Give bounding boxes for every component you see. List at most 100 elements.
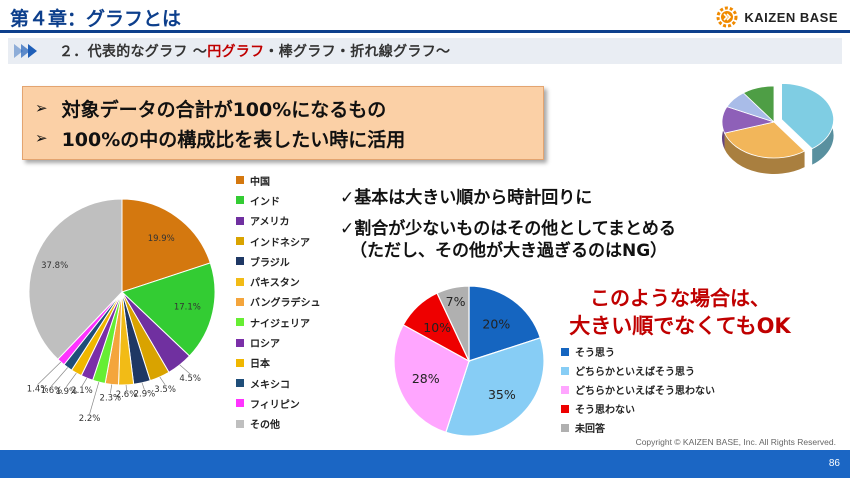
legend-swatch <box>236 237 244 246</box>
legend-label: パキスタン <box>250 278 300 290</box>
pie-data-label: 17.1% <box>174 303 201 313</box>
pie-data-label: 4.5% <box>179 374 201 384</box>
pie-data-label: 10% <box>423 320 451 335</box>
legend-swatch <box>236 419 244 428</box>
legend-item: どちらかといえばそう思う <box>561 361 715 380</box>
legend-label: アメリカ <box>250 217 290 229</box>
bullet-arrow-icon: ➢ <box>35 99 48 117</box>
legend-swatch <box>561 385 569 394</box>
legend-swatch <box>236 176 244 185</box>
leader-line <box>89 381 100 415</box>
legend-label: フィリピン <box>250 399 300 411</box>
legend-item: ナイジェリア <box>236 312 321 332</box>
pie-slice <box>393 324 470 434</box>
legend-label: どちらかといえばそう思う <box>575 367 695 378</box>
legend-item: アメリカ <box>236 211 321 231</box>
subheading-highlight: 円グラフ <box>207 44 265 60</box>
legend-swatch <box>236 196 244 205</box>
leader-line <box>37 361 62 385</box>
bad-example-note-line2: 大きい順でなくてもOK <box>569 314 791 338</box>
legend-label: そう思わない <box>575 405 635 416</box>
legend-swatch <box>236 277 244 286</box>
chevron-arrows-icon <box>14 44 37 58</box>
legend-label: どちらかといえばそう思わない <box>575 386 715 397</box>
footer-bar: 86 <box>0 450 850 478</box>
legend-swatch <box>561 347 569 356</box>
header-rule <box>0 30 850 33</box>
brand-logo: KAIZEN BASE <box>716 6 838 28</box>
legend-item: フィリピン <box>236 393 321 413</box>
legend-swatch <box>236 358 244 367</box>
pie-data-label: 1.6% <box>41 386 63 396</box>
page-title: 第４章：グラフとは <box>10 8 182 30</box>
logo-text: KAIZEN BASE <box>744 9 838 25</box>
legend-label: 未回答 <box>575 424 605 435</box>
gear-logo-icon <box>716 6 738 28</box>
bad-example-note-line1: このような場合は、 <box>590 286 770 310</box>
legend-label: インド <box>250 196 280 208</box>
pie-data-label: 37.8% <box>41 261 68 271</box>
country-share-pie-chart: 19.9%17.1%4.5%3.5%2.9%2.6%2.3%2.2%2.1%1.… <box>27 198 216 424</box>
pie-slice <box>723 121 806 159</box>
legend-item: インドネシア <box>236 231 321 251</box>
pie-data-label: 1.4% <box>27 385 49 395</box>
legend-item: 未回答 <box>561 418 715 437</box>
leader-line <box>66 372 77 388</box>
tip-line: （ただし、その他が大き過ぎるのはNG） <box>350 241 668 261</box>
leader-line <box>51 367 68 387</box>
legend-swatch <box>561 404 569 413</box>
subheading-text: ２．代表的なグラフ 〜円グラフ・棒グラフ・折れ線グラフ〜 <box>59 44 451 60</box>
leader-line <box>179 364 191 375</box>
legend-item: ブラジル <box>236 251 321 271</box>
legend-label: メキシコ <box>250 379 290 391</box>
pie-slice <box>468 285 542 362</box>
callout-box: ➢ 対象データの合計が100%になるもの ➢ 100%の中の構成比を表したい時に活用 <box>22 86 544 160</box>
legend-label: インドネシア <box>250 237 310 249</box>
survey-pie-chart: 20% 35% 28% 10% 7% <box>393 285 545 437</box>
pie-slice <box>121 198 211 293</box>
legend-item: そう思う <box>561 342 715 361</box>
pie-data-label: 3.5% <box>154 385 176 395</box>
pie-slice <box>28 198 123 361</box>
legend-label: ブラジル <box>250 257 290 269</box>
legend-label: ロシア <box>250 339 280 351</box>
subheading-bar: ２．代表的なグラフ 〜円グラフ・棒グラフ・折れ線グラフ〜 <box>8 38 842 64</box>
legend-label: バングラデシュ <box>250 298 321 310</box>
bullet-arrow-icon: ➢ <box>35 129 48 147</box>
legend-item: どちらかといえばそう思わない <box>561 380 715 399</box>
pie-data-label: 2.9% <box>134 390 156 400</box>
leader-line <box>159 376 166 386</box>
legend-swatch <box>236 379 244 388</box>
pie-slice <box>436 285 470 362</box>
legend-item: バングラデシュ <box>236 292 321 312</box>
pie-data-label: 2.2% <box>79 414 101 424</box>
page-number: 86 <box>828 458 840 469</box>
leader-line <box>109 384 113 394</box>
survey-legend: そう思うどちらかといえばそう思うどちらかといえばそう思わない そう思わない 未回答 <box>561 342 715 437</box>
legend-swatch <box>236 338 244 347</box>
country-legend: 中国インドアメリカインドネシア ブラジルパキスタンバングラデシュ ナイジェリア ロシア… <box>236 170 321 434</box>
legend-swatch <box>236 399 244 408</box>
legend-item: その他 <box>236 414 321 434</box>
legend-swatch <box>236 297 244 306</box>
legend-item: ロシア <box>236 332 321 352</box>
legend-swatch <box>236 257 244 266</box>
leader-line <box>81 377 88 387</box>
legend-label: ナイジェリア <box>250 318 310 330</box>
pie-slice <box>742 85 775 123</box>
legend-item: メキシコ <box>236 373 321 393</box>
legend-label: そう思う <box>575 348 615 359</box>
pie-data-label: 2.6% <box>116 390 138 400</box>
legend-item: そう思わない <box>561 399 715 418</box>
legend-swatch <box>236 318 244 327</box>
copyright-text: Copyright © KAIZEN BASE, Inc. All Rights… <box>635 437 836 447</box>
legend-label: 中国 <box>250 176 270 188</box>
callout-line: ➢ 100%の中の構成比を表したい時に活用 <box>35 128 406 151</box>
pie-slice <box>781 83 834 150</box>
legend-item: 日本 <box>236 353 321 373</box>
pie-data-label: 35% <box>488 387 516 402</box>
pie-slice-side <box>724 133 805 174</box>
pie-data-label: 20% <box>482 316 510 331</box>
legend-swatch <box>236 216 244 225</box>
legend-swatch <box>561 423 569 432</box>
